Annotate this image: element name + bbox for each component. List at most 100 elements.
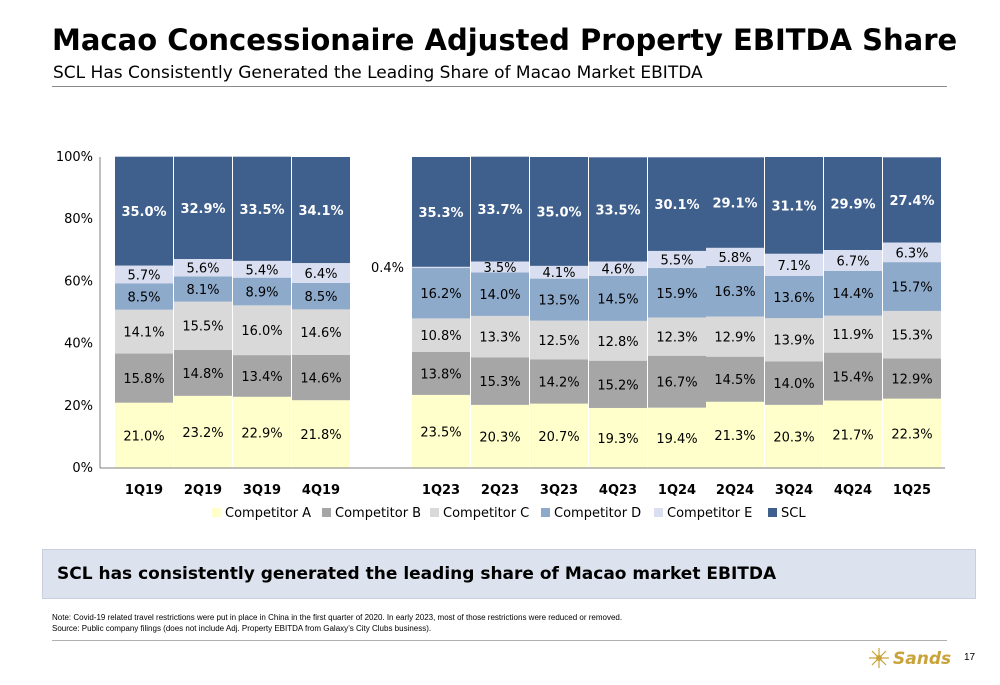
bar-segment <box>471 261 529 273</box>
legend-swatch <box>430 508 439 517</box>
data-label: 21.0% <box>123 429 164 444</box>
data-label: 8.5% <box>304 290 337 305</box>
bar-segment <box>115 353 173 403</box>
bar-segment <box>174 395 232 468</box>
data-label: 16.2% <box>420 287 461 302</box>
data-label: 8.5% <box>127 290 160 305</box>
bar-segment <box>589 360 647 408</box>
legend-swatch <box>212 508 221 517</box>
data-label: 3.5% <box>483 261 516 276</box>
bar-segment <box>174 156 232 260</box>
data-label: 13.6% <box>773 291 814 306</box>
callout-box: SCL has consistently generated the leadi… <box>42 549 976 599</box>
data-label: 6.7% <box>836 254 869 269</box>
bar-segment <box>824 315 882 353</box>
data-label: 11.9% <box>832 328 873 343</box>
data-label: 15.7% <box>891 281 932 296</box>
bar-segment <box>412 157 470 267</box>
data-label: 16.7% <box>656 376 697 391</box>
bar-segment <box>412 351 470 395</box>
bar-segment <box>589 157 647 262</box>
data-label: 16.3% <box>714 285 755 300</box>
bar-segment <box>530 359 588 404</box>
data-label: 12.3% <box>656 331 697 346</box>
legend-label: SCL <box>781 506 806 521</box>
data-label: 29.1% <box>712 197 757 212</box>
y-tick-label: 60% <box>64 274 93 289</box>
bar-segment <box>765 275 823 319</box>
bar-segment <box>824 400 882 468</box>
data-label: 13.4% <box>241 370 282 385</box>
data-label: 15.3% <box>479 375 520 390</box>
bar-segment <box>883 398 941 468</box>
data-label: 4.1% <box>542 266 575 281</box>
bar-segment <box>765 361 823 405</box>
data-label: 23.2% <box>182 426 223 441</box>
legend-swatch <box>322 508 331 517</box>
x-tick-label: 1Q24 <box>658 483 696 498</box>
data-label: 35.0% <box>536 205 581 220</box>
data-label: 14.5% <box>597 292 638 307</box>
data-label: 10.8% <box>420 329 461 344</box>
y-tick-label: 80% <box>64 212 93 227</box>
footer-divider <box>52 640 947 641</box>
data-label: 20.3% <box>773 430 814 445</box>
data-label: 12.8% <box>597 335 638 350</box>
bar-segment <box>292 309 350 355</box>
bar-segment <box>471 357 529 405</box>
x-tick-label: 4Q24 <box>834 483 872 498</box>
bar-segment <box>233 305 291 356</box>
data-label: 6.3% <box>895 246 928 261</box>
data-label: 19.4% <box>656 432 697 447</box>
data-label: 13.9% <box>773 334 814 349</box>
bar-segment <box>530 403 588 468</box>
data-label: 5.5% <box>660 253 693 268</box>
x-tick-label: 2Q24 <box>716 483 754 498</box>
data-label: 14.1% <box>123 326 164 341</box>
bar-segment <box>233 396 291 468</box>
bar-segment <box>648 157 706 251</box>
x-tick-label: 3Q24 <box>775 483 813 498</box>
bar-segment <box>115 283 173 310</box>
data-label: 32.9% <box>180 202 225 217</box>
y-tick-label: 0% <box>72 461 93 476</box>
bar-segment <box>648 250 706 269</box>
bar-segment <box>883 310 941 359</box>
data-label: 35.0% <box>121 205 166 220</box>
x-tick-label: 4Q19 <box>302 483 340 498</box>
bar-segment <box>883 358 941 399</box>
data-label: 21.3% <box>714 429 755 444</box>
data-label: 6.4% <box>304 267 337 282</box>
data-label: 15.2% <box>597 378 638 393</box>
bar-segment <box>765 404 823 468</box>
data-label: 5.4% <box>245 263 278 278</box>
bar-segment <box>233 355 291 397</box>
y-tick-label: 20% <box>64 399 93 414</box>
bar-segment <box>292 282 350 310</box>
x-tick-label: 2Q23 <box>481 483 519 498</box>
bar-segment <box>589 275 647 321</box>
data-label: 33.7% <box>477 203 522 218</box>
bar-segment <box>174 259 232 277</box>
data-label: 7.1% <box>777 259 810 274</box>
data-label: 5.6% <box>186 262 219 277</box>
data-label: 14.6% <box>300 326 341 341</box>
legend-label: Competitor D <box>554 506 641 521</box>
data-label: 15.5% <box>182 320 223 335</box>
x-tick-label: 1Q23 <box>422 483 460 498</box>
bar-segment <box>174 301 232 350</box>
data-label: 14.6% <box>300 371 341 386</box>
bar-segment <box>589 261 647 276</box>
sands-logo: Sands <box>869 648 951 669</box>
bar-segment <box>292 400 350 468</box>
bar-segment <box>115 402 173 468</box>
bar-segment <box>530 278 588 321</box>
bar-segment <box>471 156 529 262</box>
data-label: 30.1% <box>654 198 699 213</box>
bar-segment <box>115 156 173 266</box>
bar-segment <box>883 157 941 243</box>
data-label: 15.9% <box>656 287 697 302</box>
bar-segment <box>530 265 588 279</box>
callout-text: SCL has consistently generated the leadi… <box>57 564 777 584</box>
data-label: 15.3% <box>891 329 932 344</box>
